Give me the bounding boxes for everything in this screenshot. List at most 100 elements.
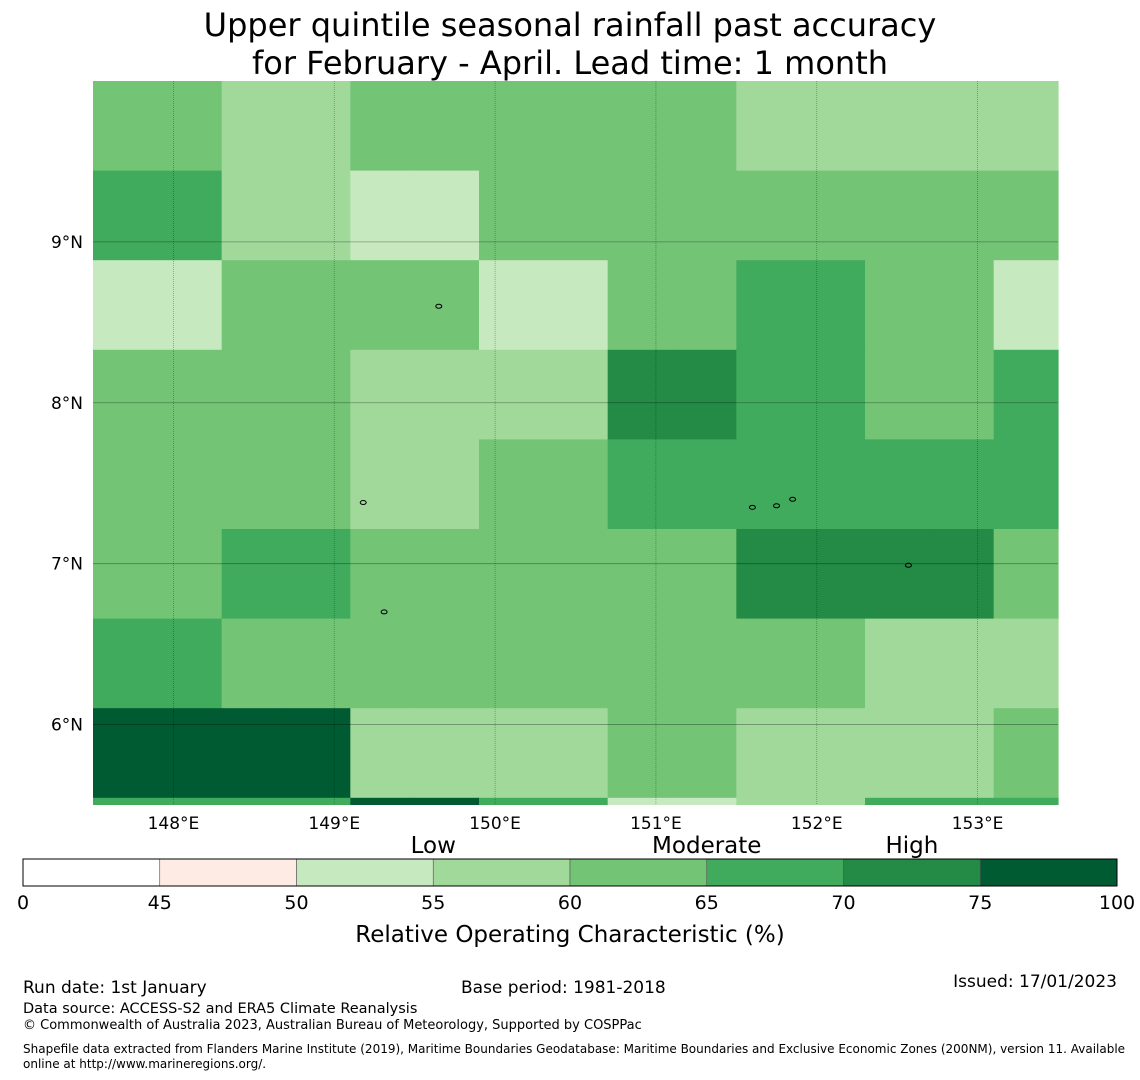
grid-cell xyxy=(607,708,673,799)
copyright: © Commonwealth of Australia 2023, Austra… xyxy=(23,1018,642,1033)
grid-cell xyxy=(865,81,930,172)
colorbar-bin xyxy=(432,858,571,887)
colorbar-bin xyxy=(22,858,161,887)
grid-cell xyxy=(672,529,737,620)
island-outline xyxy=(380,609,388,615)
grid-cell xyxy=(865,618,930,709)
grid-cell xyxy=(479,439,544,530)
shapefile-credit-line-1: Shapefile data extracted from Flanders M… xyxy=(23,1042,1126,1056)
grid-cell xyxy=(221,349,287,440)
grid-cell xyxy=(800,81,866,172)
colorbar-bin xyxy=(706,858,844,887)
grid-cell xyxy=(865,529,930,620)
category-label: Low xyxy=(411,833,456,859)
colorbar-tick-label: 70 xyxy=(831,892,855,914)
grid-cell-edge xyxy=(607,797,673,805)
grid-cell xyxy=(157,170,223,261)
grid-cell-edge xyxy=(414,797,480,805)
issued-date: Issued: 17/01/2023 xyxy=(953,972,1117,992)
grid-cell xyxy=(157,618,223,709)
title-line-2: for February - April. Lead time: 1 month xyxy=(251,44,889,82)
grid-cell xyxy=(800,349,866,440)
grid-cell xyxy=(543,618,609,709)
grid-cell xyxy=(93,708,158,799)
grid-cell xyxy=(607,618,673,709)
grid-cell xyxy=(93,439,158,530)
grid-cell xyxy=(157,439,223,530)
grid-cell xyxy=(929,529,995,620)
grid-cell xyxy=(929,439,995,530)
grid-cell xyxy=(929,170,995,261)
grid-cell xyxy=(607,260,673,351)
grid-cell xyxy=(607,439,673,530)
latitude-label: 8°N xyxy=(51,394,83,414)
grid-cell-edge xyxy=(479,797,544,805)
latitude-label: 6°N xyxy=(51,716,83,736)
grid-cell xyxy=(414,81,480,172)
colorbar-bin xyxy=(159,858,297,887)
grid-cell xyxy=(736,708,802,799)
grid-cell xyxy=(157,708,223,799)
colorbar-bin xyxy=(843,858,981,887)
grid-cell xyxy=(800,439,866,530)
grid-cell xyxy=(479,349,544,440)
shapefile-credit-line-2: online at http://www.marineregions.org/. xyxy=(23,1057,267,1071)
grid-cell xyxy=(672,81,737,172)
grid-cell xyxy=(350,439,416,530)
grid-cell xyxy=(800,618,866,709)
grid-cell xyxy=(993,529,1059,620)
grid-cell xyxy=(93,81,158,172)
grid-cell-edge xyxy=(993,797,1059,805)
longitude-label: 149°E xyxy=(308,814,360,834)
island-outline xyxy=(359,500,367,506)
grid-cell xyxy=(286,439,351,530)
longitude-label: 150°E xyxy=(469,814,521,834)
grid-cell xyxy=(350,349,416,440)
grid-cell xyxy=(929,708,995,799)
grid-cell-edge xyxy=(736,797,802,805)
grid-cell xyxy=(479,708,544,799)
grid-cell xyxy=(543,529,609,620)
colorbar-tick-label: 0 xyxy=(17,892,29,914)
grid-cell xyxy=(286,529,351,620)
grid-cell xyxy=(414,170,480,261)
colorbar-bin xyxy=(296,858,434,887)
colorbar-tick-label: 65 xyxy=(695,892,719,914)
longitude-label: 151°E xyxy=(630,814,682,834)
grid-cell xyxy=(672,708,737,799)
grid-cell xyxy=(800,260,866,351)
grid-cell-edge xyxy=(929,797,995,805)
grid-cell xyxy=(414,439,480,530)
grid-cell xyxy=(350,260,416,351)
grid-cell-edge xyxy=(221,797,287,805)
grid-cell xyxy=(607,529,673,620)
grid-cell xyxy=(350,81,416,172)
grid-cell xyxy=(157,529,223,620)
longitude-label: 153°E xyxy=(952,814,1004,834)
grid-cell xyxy=(350,170,416,261)
grid-cell xyxy=(993,708,1059,799)
grid-cell xyxy=(157,260,223,351)
grid-cell xyxy=(672,618,737,709)
grid-cell xyxy=(607,81,673,172)
latitude-label: 7°N xyxy=(51,555,83,575)
grid-cell xyxy=(350,708,416,799)
grid-cell xyxy=(157,81,223,172)
grid-cell xyxy=(543,708,609,799)
grid-cell xyxy=(800,708,866,799)
colorbar-tick-label: 60 xyxy=(558,892,582,914)
grid-cell xyxy=(607,170,673,261)
grid-cell xyxy=(479,81,544,172)
grid-cell xyxy=(93,349,158,440)
island-outline xyxy=(748,504,756,510)
grid-cell xyxy=(286,708,351,799)
grid-cell xyxy=(993,349,1059,440)
grid-cell xyxy=(93,170,158,261)
grid-cell xyxy=(736,439,802,530)
grid-cell xyxy=(414,349,480,440)
grid-cell xyxy=(543,439,609,530)
grid-cell xyxy=(736,618,802,709)
grid-cell xyxy=(672,439,737,530)
grid-cell xyxy=(221,529,287,620)
grid-cell xyxy=(221,170,287,261)
